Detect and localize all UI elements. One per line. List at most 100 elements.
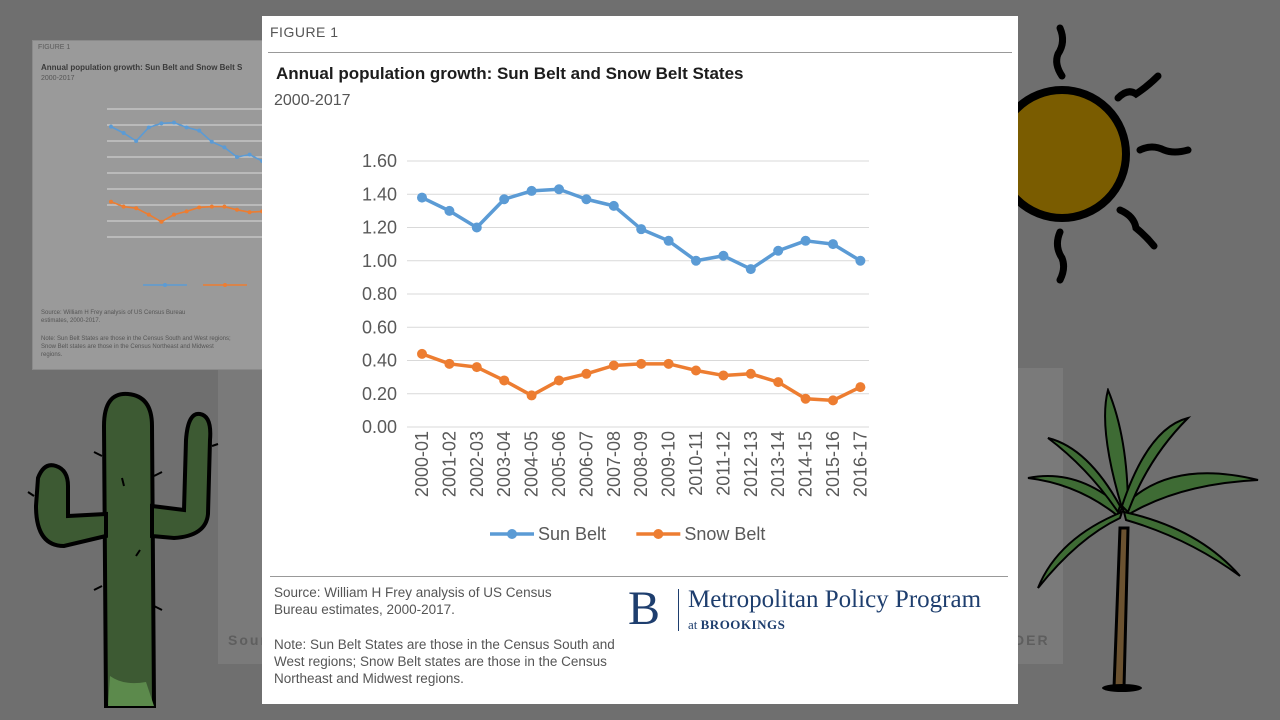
legend-marker	[653, 529, 664, 539]
data-point	[773, 245, 784, 256]
data-point	[209, 204, 214, 209]
data-point	[222, 204, 227, 209]
chart-title: Annual population growth: Sun Belt and S…	[276, 64, 744, 83]
y-tick-label: 0.80	[362, 284, 397, 304]
source-note: Source: William H Frey analysis of US Ce…	[274, 585, 552, 617]
x-tick-label: 2003-04	[494, 431, 514, 497]
thumb-subtitle: 2000-2017	[41, 75, 75, 82]
data-point	[121, 204, 126, 209]
legend-label: Snow Belt	[684, 524, 765, 544]
palm-tree-icon	[1027, 388, 1259, 692]
thumb-figure-label: FIGURE 1	[38, 44, 71, 51]
thumb-title: Annual population growth: Sun Belt and S…	[41, 63, 243, 72]
x-tick-label: 2007-08	[604, 431, 624, 497]
data-point	[636, 358, 647, 369]
data-point	[526, 390, 537, 401]
data-point	[663, 358, 674, 369]
logo-sub-prefix: at	[688, 617, 701, 632]
legend-marker	[223, 283, 227, 287]
data-point	[184, 209, 189, 214]
data-point	[184, 125, 189, 130]
logo-letter: B	[628, 582, 661, 635]
x-tick-label: 2002-03	[467, 431, 487, 497]
data-point	[444, 205, 455, 216]
data-point	[197, 128, 202, 133]
legend-marker	[507, 529, 517, 539]
data-point	[554, 184, 564, 195]
data-point	[636, 224, 647, 235]
x-tick-label: 2001-02	[439, 431, 459, 497]
data-point	[718, 250, 729, 261]
data-point	[828, 395, 838, 406]
cactus-icon	[27, 391, 219, 708]
thumb-source: Source: William H Frey analysis of US Ce…	[41, 310, 186, 324]
background-partial-text-right: DER	[1014, 632, 1050, 648]
data-point	[608, 360, 619, 371]
y-tick-label: 1.20	[362, 218, 397, 238]
data-point	[855, 255, 866, 266]
sun-icon	[1010, 24, 1192, 284]
data-point	[172, 212, 176, 217]
data-point	[581, 194, 592, 205]
data-point	[235, 207, 239, 212]
data-point	[444, 358, 455, 369]
chart-subtitle: 2000-2017	[274, 92, 351, 109]
x-tick-label: 2016-17	[850, 431, 870, 497]
y-tick-label: 0.00	[362, 417, 397, 437]
data-point	[745, 264, 756, 275]
y-tick-label: 0.60	[362, 317, 397, 337]
thumb-plot	[107, 108, 283, 287]
data-point	[235, 155, 239, 159]
x-tick-label: 2004-05	[522, 431, 542, 497]
logo-org-name: BROOKINGS	[700, 617, 786, 632]
x-tick-label: 2009-10	[659, 431, 679, 497]
y-tick-label: 1.60	[362, 151, 397, 171]
bottom-divider	[270, 576, 1008, 577]
x-tick-label: 2015-16	[823, 431, 843, 497]
background-figure-thumbnail: FIGURE 1 Annual population growth: Sun B…	[32, 40, 284, 370]
data-point	[828, 239, 838, 250]
data-point	[526, 185, 537, 196]
data-point	[222, 145, 227, 150]
data-point	[471, 362, 482, 373]
data-point	[146, 125, 151, 130]
footnote: Note: Sun Belt States are those in the C…	[274, 637, 615, 686]
data-point	[134, 139, 139, 143]
data-point	[134, 206, 139, 211]
line-chart: 0.00 0.20 0.40 0.60 0.80 1.00 1.20 1.40 1.60 2000…	[362, 151, 870, 544]
brookings-logo: B Metropolitan Policy Program at BROOKIN…	[628, 582, 1008, 642]
data-point	[691, 365, 701, 376]
y-tick-label: 1.00	[362, 251, 397, 271]
y-tick-label: 1.40	[362, 184, 397, 204]
data-point	[159, 121, 164, 126]
thumb-note: Note: Sun Belt States are those in the C…	[41, 336, 231, 358]
data-point	[247, 152, 252, 157]
data-point	[417, 348, 427, 359]
y-tick-label: 0.20	[362, 384, 397, 404]
data-point	[499, 194, 510, 205]
y-tick-label: 0.40	[362, 351, 397, 371]
data-point	[121, 131, 126, 135]
data-point	[800, 393, 811, 404]
x-tick-label: 2010-11	[686, 431, 706, 496]
x-tick-label: 2013-14	[768, 431, 788, 497]
legend-marker	[163, 283, 167, 287]
data-point	[159, 219, 164, 224]
data-point	[247, 210, 252, 215]
x-tick-label: 2005-06	[549, 431, 569, 497]
data-point	[718, 370, 729, 381]
x-tick-label: 2000-01	[412, 431, 432, 497]
data-point	[855, 382, 866, 393]
x-tick-label: 2008-09	[631, 431, 651, 497]
x-tick-label: 2006-07	[576, 431, 596, 497]
data-point	[773, 377, 784, 388]
data-point	[172, 120, 176, 125]
data-point	[745, 368, 756, 379]
data-point	[109, 199, 113, 204]
data-point	[499, 375, 510, 386]
data-point	[146, 212, 151, 217]
data-point	[691, 255, 701, 266]
figure-label: FIGURE 1	[270, 24, 339, 40]
data-point	[471, 222, 482, 233]
figure-card: FIGURE 1 Annual population growth: Sun B…	[262, 16, 1018, 704]
